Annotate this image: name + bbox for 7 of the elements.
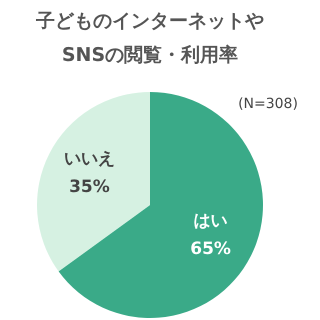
text: (N=308) <box>238 96 298 112</box>
pie-slice <box>37 92 150 272</box>
data-label: 65% <box>190 238 231 259</box>
slice-label: はい <box>194 210 228 231</box>
chart-title: 子どものインターネットや SNSの閲覧・利用率 <box>35 10 264 66</box>
data-label: 35% <box>69 177 110 198</box>
slice-label: いいえ <box>64 149 115 170</box>
